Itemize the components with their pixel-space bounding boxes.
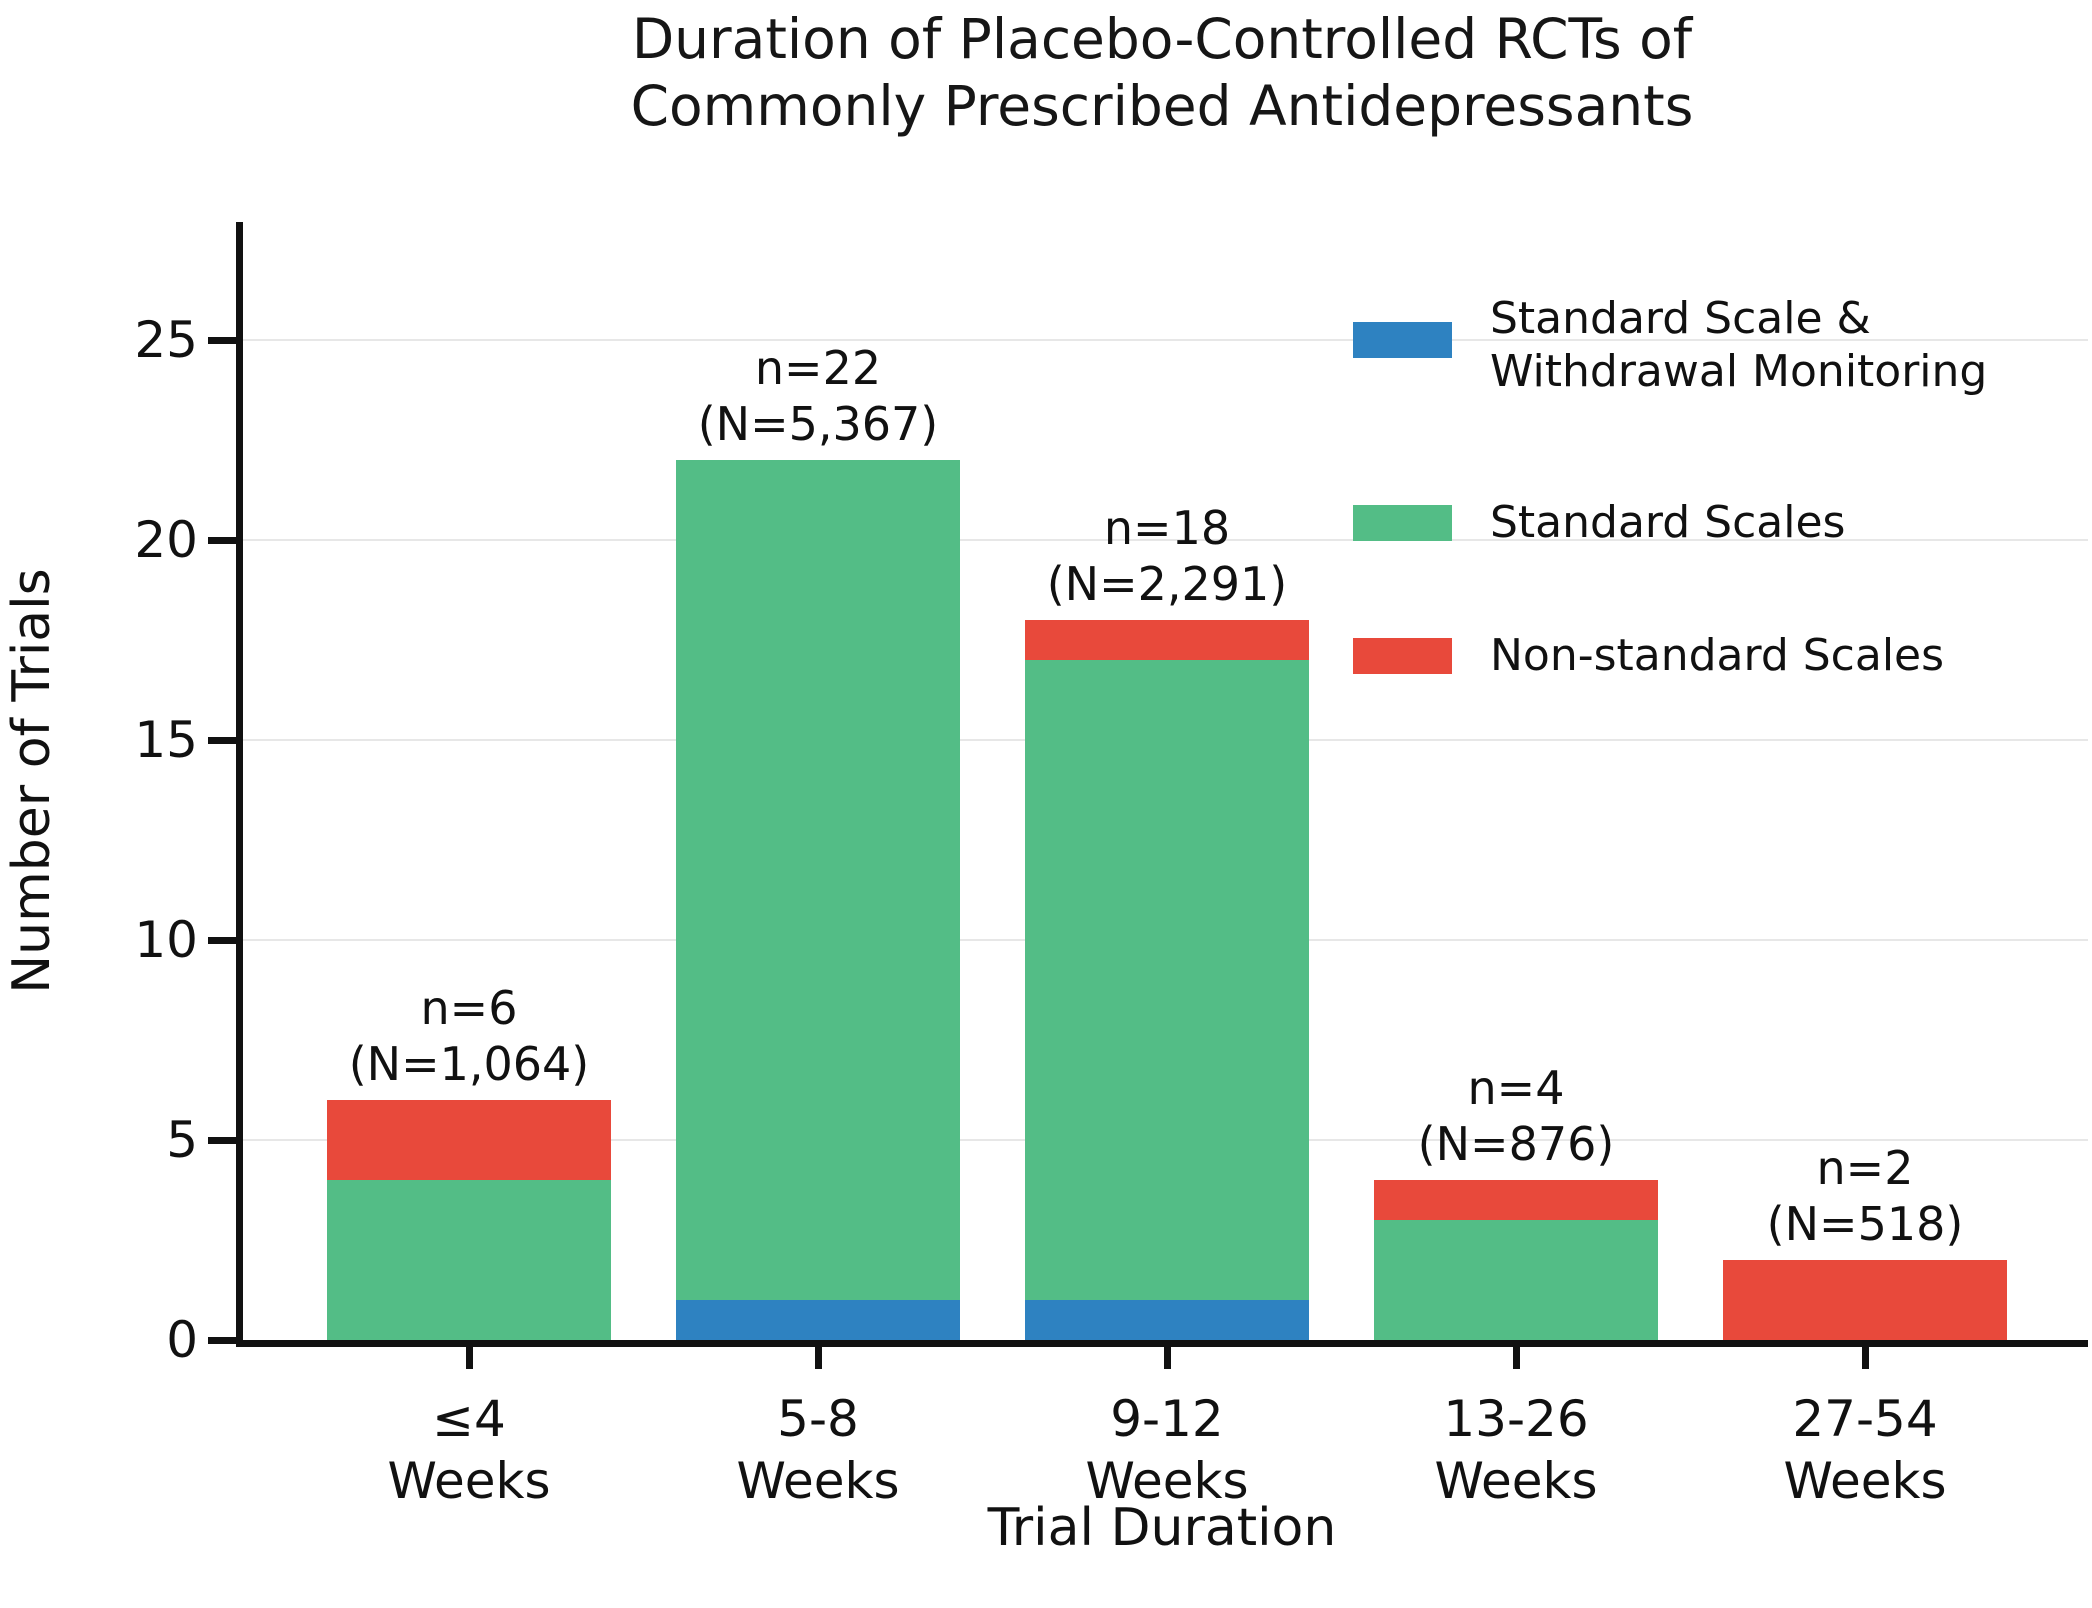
bar-annotation-1-line2: (N=1,064) [348, 1037, 590, 1091]
bar-annotation-1-line1: n=6 [420, 981, 518, 1035]
bar-annotation-5-line1: n=2 [1816, 1141, 1914, 1195]
bar-1-segment-green [327, 1180, 611, 1340]
y-tick-20 [208, 537, 236, 544]
bar-5-segment-red [1723, 1260, 2007, 1340]
x-tick-2 [815, 1347, 822, 1369]
bar-annotation-3: n=18 (N=2,291) [887, 500, 1447, 612]
bar-annotation-3-line2: (N=2,291) [1046, 557, 1288, 611]
y-tick-label-5: 5 [166, 1111, 198, 1169]
y-tick-label-20: 20 [134, 511, 198, 569]
x-tick-label-1-line1: ≤4 [432, 1390, 506, 1448]
y-tick-label-25: 25 [134, 311, 198, 369]
legend-label-1-line1: Standard Scale & [1490, 293, 1871, 344]
x-tick-3 [1164, 1347, 1171, 1369]
chart-title-line2: Commonly Prescribed Antidepressants [630, 74, 1694, 138]
legend-swatch-2 [1353, 505, 1452, 541]
y-tick-label-10: 10 [134, 911, 198, 969]
chart-title: Duration of Placebo-Controlled RCTs of C… [236, 6, 2088, 140]
bar-2-segment-green [676, 460, 960, 1300]
y-tick-label-0: 0 [166, 1311, 198, 1369]
bar-annotation-2-line2: (N=5,367) [697, 397, 939, 451]
x-tick-label-5-line2: Weeks [1783, 1452, 1947, 1510]
y-tick-10 [208, 937, 236, 944]
legend-label-1: Standard Scale & Withdrawal Monitoring [1490, 292, 1987, 398]
x-tick-label-5-line1: 27-54 [1792, 1390, 1938, 1448]
x-tick-label-2: 5-8 Weeks [648, 1388, 988, 1512]
legend-label-3-line1: Non-standard Scales [1490, 630, 1945, 681]
bar-3-segment-blue [1025, 1300, 1309, 1340]
bar-annotation-5-line2: (N=518) [1766, 1197, 1964, 1251]
bar-3-segment-green [1025, 660, 1309, 1300]
y-tick-15 [208, 737, 236, 744]
x-tick-label-3: 9-12 Weeks [997, 1388, 1337, 1512]
bar-annotation-4-line1: n=4 [1467, 1061, 1565, 1115]
y-axis-spine [236, 222, 243, 1347]
legend-label-3: Non-standard Scales [1490, 629, 1944, 682]
bar-annotation-3-line1: n=18 [1103, 501, 1231, 555]
legend-swatch-1 [1353, 322, 1452, 358]
x-axis-spine [236, 1340, 2088, 1347]
legend-label-2: Standard Scales [1490, 496, 1845, 549]
y-tick-5 [208, 1137, 236, 1144]
x-tick-label-1-line2: Weeks [387, 1452, 551, 1510]
x-tick-label-5: 27-54 Weeks [1695, 1388, 2035, 1512]
x-tick-label-3-line1: 9-12 [1110, 1390, 1224, 1448]
legend-swatch-3 [1353, 638, 1452, 674]
x-tick-label-2-line2: Weeks [736, 1452, 900, 1510]
bar-3-segment-red [1025, 620, 1309, 660]
bar-2-segment-blue [676, 1300, 960, 1340]
x-tick-5 [1862, 1347, 1869, 1369]
bar-annotation-4: n=4 (N=876) [1236, 1060, 1796, 1172]
gridline-y20 [243, 539, 2088, 541]
bar-4-segment-green [1374, 1220, 1658, 1340]
x-tick-label-4-line1: 13-26 [1443, 1390, 1589, 1448]
y-tick-label-15: 15 [134, 711, 198, 769]
y-tick-25 [208, 337, 236, 344]
x-tick-label-3-line2: Weeks [1085, 1452, 1249, 1510]
bar-annotation-4-line2: (N=876) [1417, 1117, 1615, 1171]
bar-annotation-1: n=6 (N=1,064) [189, 980, 749, 1092]
bar-annotation-2: n=22 (N=5,367) [538, 340, 1098, 452]
bar-annotation-2-line1: n=22 [754, 341, 882, 395]
x-tick-4 [1513, 1347, 1520, 1369]
bar-annotation-5: n=2 (N=518) [1585, 1140, 2092, 1252]
bar-4-segment-red [1374, 1180, 1658, 1220]
legend-label-1-line2: Withdrawal Monitoring [1490, 346, 1988, 397]
gridline-y25 [243, 339, 2088, 341]
x-axis-label: Trial Duration [987, 1498, 1337, 1558]
x-tick-label-4-line2: Weeks [1434, 1452, 1598, 1510]
y-tick-0 [208, 1337, 236, 1344]
x-tick-label-4: 13-26 Weeks [1346, 1388, 1686, 1512]
chart-title-line1: Duration of Placebo-Controlled RCTs of [631, 7, 1693, 71]
x-tick-label-1: ≤4 Weeks [299, 1388, 639, 1512]
x-tick-1 [466, 1347, 473, 1369]
x-tick-label-2-line1: 5-8 [777, 1390, 859, 1448]
legend-label-2-line1: Standard Scales [1490, 497, 1846, 548]
bar-1-segment-red [327, 1100, 611, 1180]
